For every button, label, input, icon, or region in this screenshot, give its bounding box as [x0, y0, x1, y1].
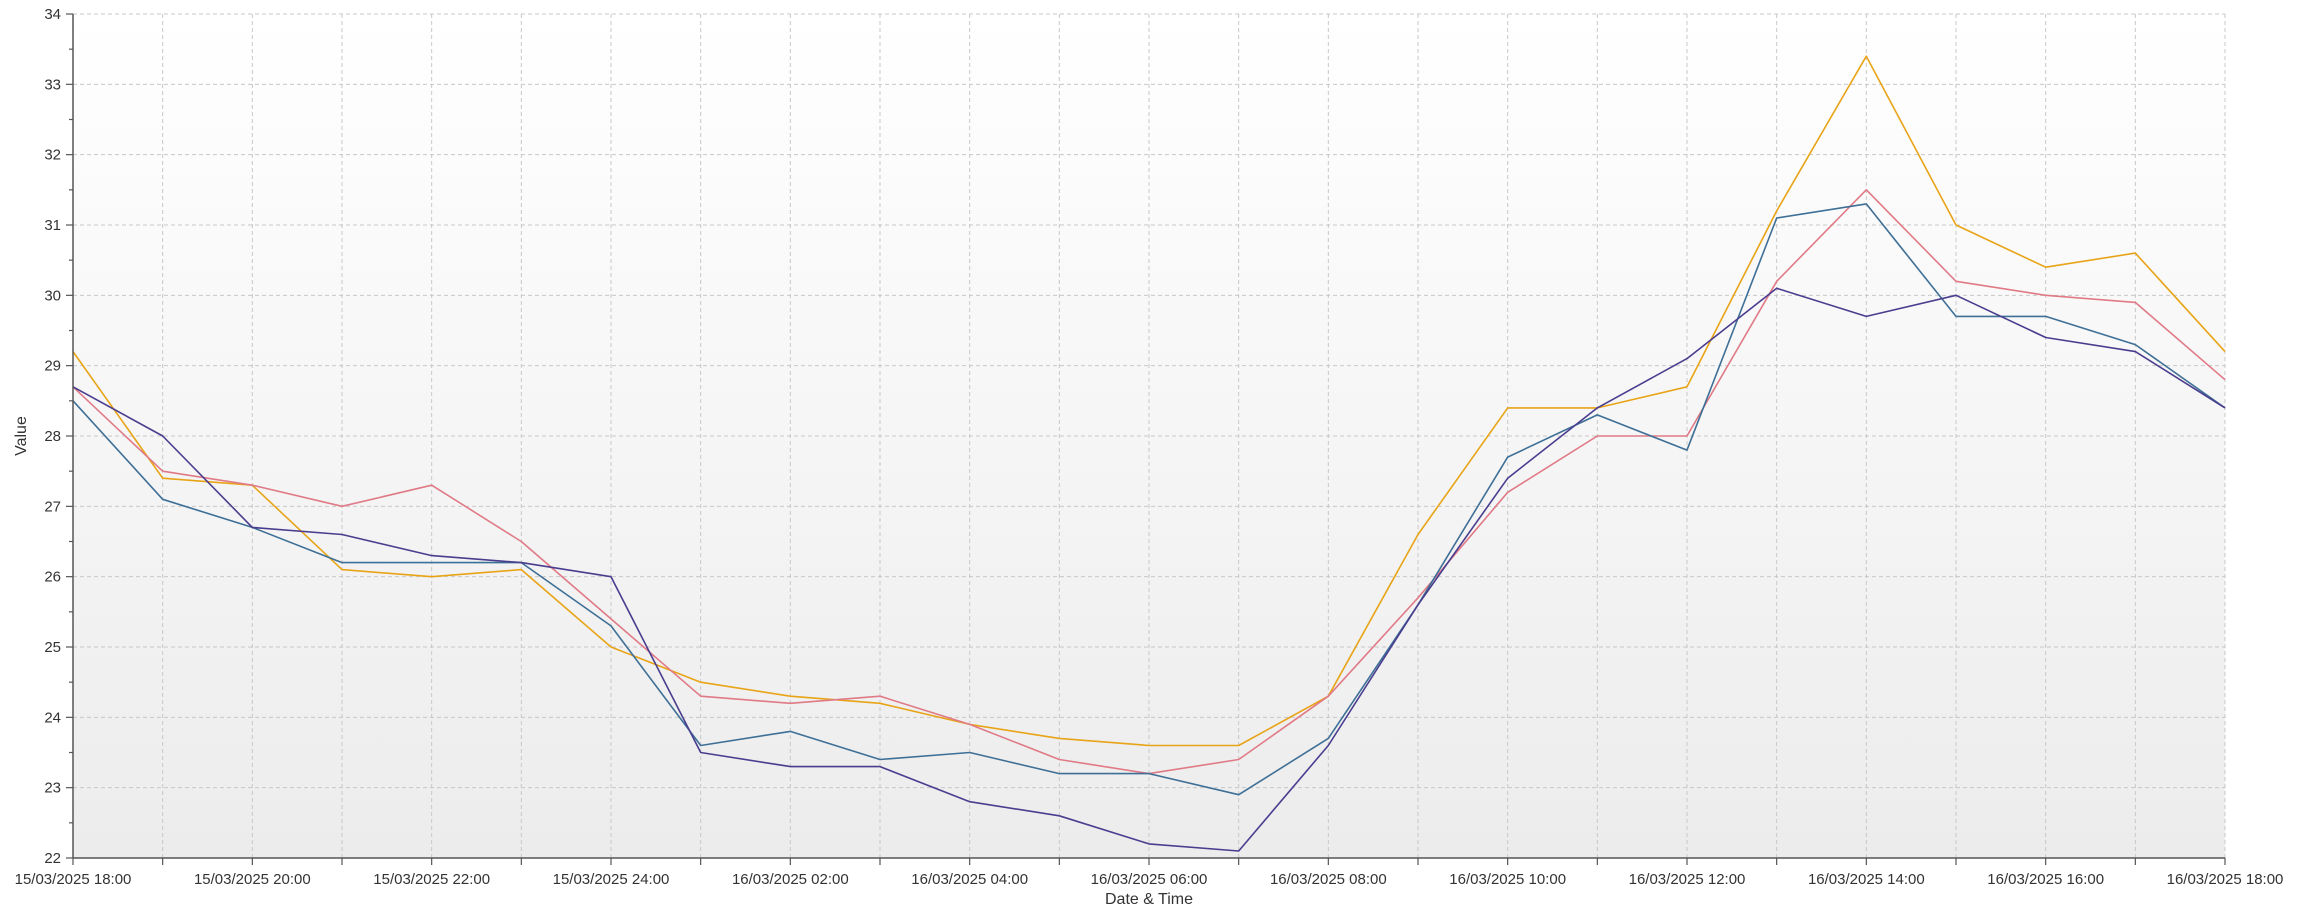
tick-labels: 22 23 24 25 26 27 28 29 30 31 32 33 34 15/03/2025 18:… — [15, 6, 2284, 888]
y-tick-label: 33 — [44, 76, 61, 93]
series-line-3 — [72, 203, 2226, 796]
x-tick-label: 15/03/2025 20:00 — [194, 871, 311, 888]
x-tick-label: 16/03/2025 12:00 — [1629, 871, 1746, 888]
y-tick-label: 28 — [44, 428, 61, 445]
y-tick-label: 25 — [44, 639, 61, 656]
x-tick-label: 15/03/2025 22:00 — [373, 871, 490, 888]
y-tick-label: 34 — [44, 6, 61, 23]
x-tick-label: 16/03/2025 14:00 — [1808, 871, 1925, 888]
y-tick-label: 27 — [44, 498, 61, 515]
x-tick-label: 16/03/2025 08:00 — [1270, 871, 1387, 888]
y-tick-label: 31 — [44, 217, 61, 234]
y-tick-label: 22 — [44, 850, 61, 867]
y-tick-label: 32 — [44, 147, 61, 164]
axes — [66, 13, 2226, 865]
x-tick-label: 16/03/2025 02:00 — [732, 871, 849, 888]
y-tick-label: 29 — [44, 358, 61, 375]
y-axis-title: Value — [13, 416, 30, 456]
series-line-1 — [72, 55, 2226, 747]
x-tick-label: 15/03/2025 18:00 — [15, 871, 132, 888]
series-lines — [72, 55, 2226, 852]
series-line-4 — [72, 287, 2226, 852]
x-tick-label: 16/03/2025 06:00 — [1091, 871, 1208, 888]
x-axis-title: Date & Time — [1105, 891, 1193, 908]
x-tick-label: 16/03/2025 16:00 — [1987, 871, 2104, 888]
x-tick-label: 16/03/2025 18:00 — [2167, 871, 2284, 888]
y-tick-label: 24 — [44, 709, 61, 726]
y-tick-label: 30 — [44, 287, 61, 304]
x-tick-label: 16/03/2025 10:00 — [1449, 871, 1566, 888]
y-tick-label: 26 — [44, 569, 61, 586]
y-tick-label: 23 — [44, 780, 61, 797]
x-tick-label: 15/03/2025 24:00 — [553, 871, 670, 888]
x-tick-label: 16/03/2025 04:00 — [911, 871, 1028, 888]
